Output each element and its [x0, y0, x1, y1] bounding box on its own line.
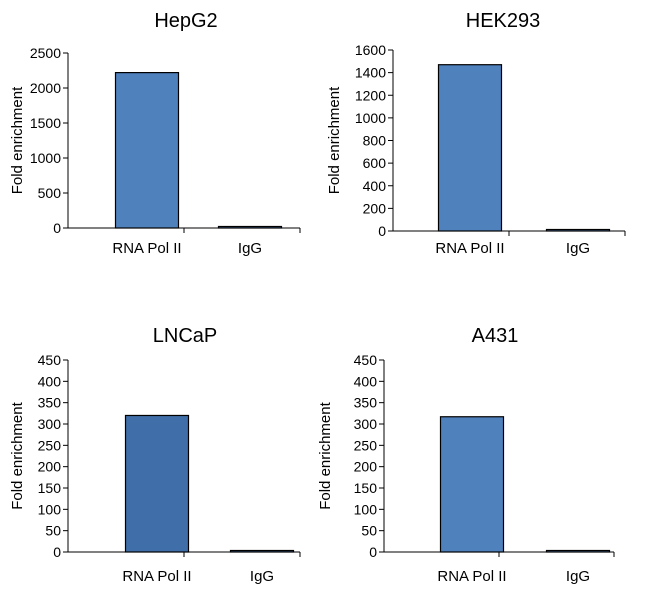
y-tick-label: 300 [354, 416, 378, 432]
x-tick-label: RNA Pol II [112, 240, 181, 257]
chart-title: A431 [472, 325, 519, 347]
chart-panel: HepG2 Fold enrichment 0 500 1000 1500 2000 2500… [9, 10, 301, 257]
y-tick-label: 100 [354, 501, 378, 517]
chart-panel: HEK293 Fold enrichment 0 200 400 600 800 1000 12… [326, 10, 626, 257]
x-tick-label: RNA Pol II [435, 240, 504, 257]
y-tick-label: 0 [53, 544, 61, 560]
bar [124, 414, 190, 553]
y-tick-label: 2000 [30, 80, 61, 96]
y-tick-label: 0 [369, 544, 377, 560]
y-tick-label: 1000 [355, 110, 386, 126]
x-tick-label: RNA Pol II [122, 568, 191, 585]
y-axis-label: Fold enrichment [326, 86, 343, 194]
y-tick-label: 0 [53, 220, 61, 236]
x-tick-label: IgG [566, 568, 590, 585]
y-tick-label: 600 [363, 155, 387, 171]
bar [437, 64, 503, 232]
y-tick-label: 1400 [355, 65, 386, 81]
chart-title: HEK293 [466, 10, 541, 32]
bar [545, 549, 611, 553]
y-tick-label: 1500 [30, 115, 61, 131]
y-tick-label: 400 [38, 373, 62, 389]
y-tick-label: 1600 [355, 42, 386, 58]
y-tick-label: 1000 [30, 150, 61, 166]
x-tick-label: IgG [566, 240, 590, 257]
y-tick-label: 350 [38, 395, 62, 411]
x-tick-label: RNA Pol II [437, 568, 506, 585]
y-tick-label: 1200 [355, 87, 386, 103]
y-tick-label: 350 [354, 395, 378, 411]
chart-title: LNCaP [153, 325, 217, 347]
bar [229, 549, 295, 553]
y-tick-label: 50 [361, 523, 377, 539]
y-tick-label: 200 [38, 459, 62, 475]
y-tick-label: 450 [38, 352, 62, 368]
bar [114, 71, 180, 229]
y-tick-label: 50 [45, 523, 61, 539]
y-tick-label: 800 [363, 133, 387, 149]
y-axis-label: Fold enrichment [317, 401, 334, 509]
y-axis-label: Fold enrichment [9, 401, 26, 509]
y-tick-label: 100 [38, 501, 62, 517]
y-tick-label: 450 [354, 352, 378, 368]
x-tick-label: IgG [250, 568, 274, 585]
y-tick-label: 400 [363, 178, 387, 194]
y-tick-label: 400 [354, 373, 378, 389]
y-tick-label: 150 [354, 480, 378, 496]
y-axis-label: Fold enrichment [9, 86, 26, 194]
y-tick-label: 0 [378, 223, 386, 239]
y-tick-label: 300 [38, 416, 62, 432]
chart-panel: LNCaP Fold enrichment 0 50 100 150 200 250 300 35… [9, 325, 301, 585]
y-tick-label: 250 [354, 437, 378, 453]
y-tick-label: 500 [38, 185, 62, 201]
y-tick-label: 250 [38, 437, 62, 453]
y-tick-label: 150 [38, 480, 62, 496]
bar [545, 228, 611, 232]
y-tick-label: 200 [363, 200, 387, 216]
y-tick-label: 200 [354, 459, 378, 475]
y-tick-label: 2500 [30, 45, 61, 61]
bar [439, 416, 505, 553]
chart-title: HepG2 [154, 10, 217, 32]
x-tick-label: IgG [238, 240, 262, 257]
bar [217, 225, 283, 229]
chart-panel: A431 Fold enrichment 0 50 100 150 200 250 300 350… [317, 325, 615, 585]
